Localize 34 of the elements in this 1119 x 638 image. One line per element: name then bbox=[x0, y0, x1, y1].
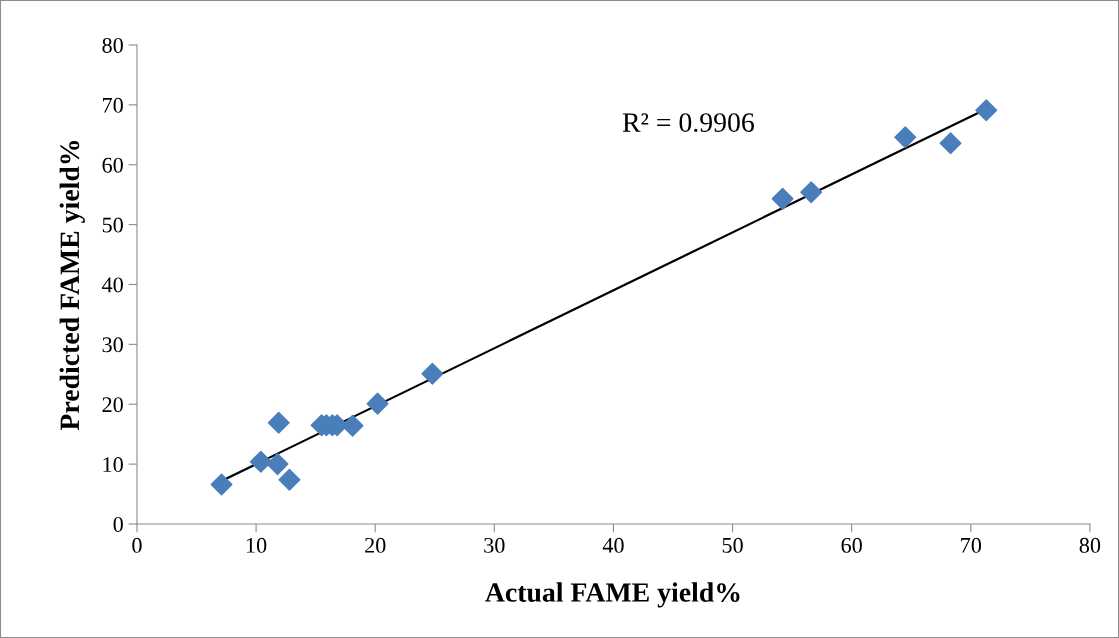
point bbox=[249, 450, 272, 473]
point bbox=[771, 187, 794, 210]
x-tick-label: 60 bbox=[841, 537, 862, 553]
y-tick-label: 50 bbox=[102, 217, 123, 233]
x-tick-label: 70 bbox=[961, 537, 982, 553]
x-tick-label: 40 bbox=[602, 537, 624, 553]
x-tick-label: 50 bbox=[722, 537, 743, 553]
y-tick-label: 0 bbox=[113, 516, 123, 532]
point bbox=[800, 181, 823, 204]
x-axis-title: Actual FAME yield% bbox=[485, 582, 740, 608]
point bbox=[421, 362, 444, 385]
x-tick-label: 80 bbox=[1079, 537, 1101, 553]
y-tick-label: 70 bbox=[103, 97, 123, 113]
point bbox=[939, 132, 962, 155]
y-axis-title: Predicted FAME yield% bbox=[59, 141, 85, 431]
point bbox=[267, 411, 290, 434]
point bbox=[341, 414, 364, 437]
point bbox=[975, 99, 998, 122]
x-tick-label: 20 bbox=[365, 537, 386, 553]
point bbox=[366, 392, 389, 415]
y-tick-label: 10 bbox=[103, 457, 123, 473]
x-tick-label: 10 bbox=[246, 537, 267, 553]
y-tick-label: 40 bbox=[101, 277, 123, 293]
y-tick-label: 80 bbox=[102, 37, 123, 53]
point bbox=[894, 126, 917, 149]
y-tick-label: 30 bbox=[102, 337, 123, 353]
y-tick-label: 20 bbox=[102, 397, 123, 413]
annotation: R² = 0.9906 bbox=[622, 113, 754, 133]
point bbox=[210, 473, 233, 496]
x-tick-label: 0 bbox=[132, 537, 142, 553]
point bbox=[266, 453, 289, 476]
point bbox=[278, 468, 301, 491]
y-tick-label: 60 bbox=[102, 157, 123, 173]
x-tick-label: 30 bbox=[484, 537, 505, 553]
